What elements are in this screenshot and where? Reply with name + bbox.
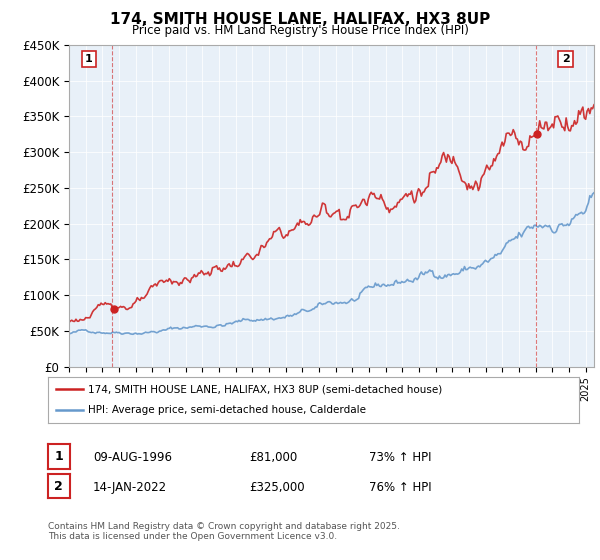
- Text: 09-AUG-1996: 09-AUG-1996: [93, 451, 172, 464]
- Text: HPI: Average price, semi-detached house, Calderdale: HPI: Average price, semi-detached house,…: [88, 405, 366, 416]
- Text: 174, SMITH HOUSE LANE, HALIFAX, HX3 8UP: 174, SMITH HOUSE LANE, HALIFAX, HX3 8UP: [110, 12, 490, 27]
- Text: 174, SMITH HOUSE LANE, HALIFAX, HX3 8UP (semi-detached house): 174, SMITH HOUSE LANE, HALIFAX, HX3 8UP …: [88, 384, 442, 394]
- Text: 14-JAN-2022: 14-JAN-2022: [93, 480, 167, 494]
- Text: £325,000: £325,000: [249, 480, 305, 494]
- Text: 76% ↑ HPI: 76% ↑ HPI: [369, 480, 431, 494]
- Text: 2: 2: [55, 479, 63, 493]
- Text: 73% ↑ HPI: 73% ↑ HPI: [369, 451, 431, 464]
- Text: 1: 1: [85, 54, 93, 64]
- Text: 1: 1: [55, 450, 63, 463]
- Text: 2: 2: [562, 54, 569, 64]
- Text: £81,000: £81,000: [249, 451, 297, 464]
- Text: Contains HM Land Registry data © Crown copyright and database right 2025.
This d: Contains HM Land Registry data © Crown c…: [48, 522, 400, 542]
- Text: Price paid vs. HM Land Registry's House Price Index (HPI): Price paid vs. HM Land Registry's House …: [131, 24, 469, 37]
